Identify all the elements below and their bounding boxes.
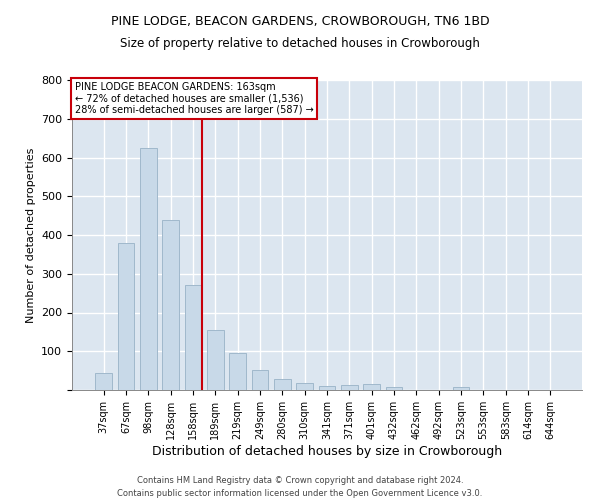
Bar — [274, 379, 290, 390]
Bar — [386, 387, 403, 390]
Text: PINE LODGE BEACON GARDENS: 163sqm
← 72% of detached houses are smaller (1,536)
2: PINE LODGE BEACON GARDENS: 163sqm ← 72% … — [74, 82, 313, 115]
Bar — [341, 386, 358, 390]
Text: Contains HM Land Registry data © Crown copyright and database right 2024.
Contai: Contains HM Land Registry data © Crown c… — [118, 476, 482, 498]
Y-axis label: Number of detached properties: Number of detached properties — [26, 148, 35, 322]
Text: Size of property relative to detached houses in Crowborough: Size of property relative to detached ho… — [120, 38, 480, 51]
Bar — [319, 386, 335, 390]
Bar — [229, 353, 246, 390]
Bar — [207, 330, 224, 390]
Bar — [118, 243, 134, 390]
Bar — [140, 148, 157, 390]
Bar — [251, 370, 268, 390]
Bar — [162, 220, 179, 390]
Bar — [185, 286, 202, 390]
Bar — [95, 372, 112, 390]
Bar — [364, 384, 380, 390]
X-axis label: Distribution of detached houses by size in Crowborough: Distribution of detached houses by size … — [152, 444, 502, 458]
Bar — [296, 384, 313, 390]
Text: PINE LODGE, BEACON GARDENS, CROWBOROUGH, TN6 1BD: PINE LODGE, BEACON GARDENS, CROWBOROUGH,… — [110, 15, 490, 28]
Bar — [452, 387, 469, 390]
